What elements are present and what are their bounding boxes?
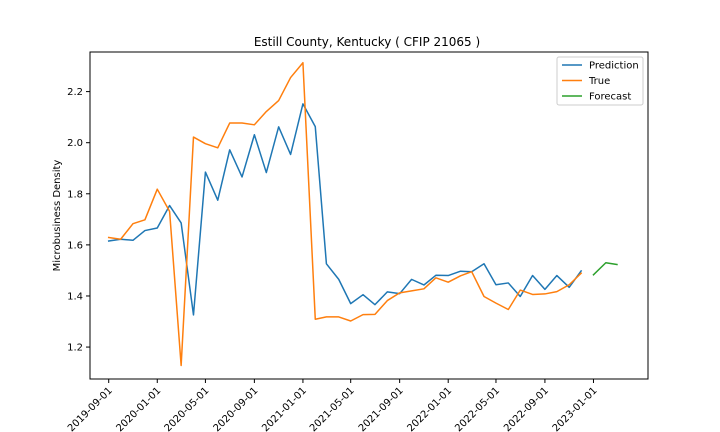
y-axis-label: Microbusiness Density — [52, 160, 63, 272]
x-tick-label: 2021-01-01 — [260, 385, 309, 432]
x-tick-label: 2022-01-01 — [405, 385, 454, 432]
x-tick-label: 2021-05-01 — [308, 385, 357, 432]
x-axis: 2019-09-01 2020-01-01 2020-05-01 2020-09-01… — [66, 379, 600, 432]
series-line-forecast — [592, 262, 618, 276]
plot-area-frame — [89, 51, 649, 380]
y-tick-label: 1.4 — [67, 291, 83, 302]
series-line-true — [107, 61, 583, 367]
x-tick-label: 2021-09-01 — [357, 385, 406, 432]
legend-label-prediction: Prediction — [589, 61, 639, 72]
x-tick-label: 2019-09-01 — [66, 385, 115, 432]
x-tick-label: 2022-05-01 — [453, 385, 502, 432]
y-tick-label: 2.0 — [67, 138, 83, 149]
y-axis: 1.2 1.4 1.6 1.8 2.0 2.2 — [67, 87, 90, 354]
x-tick-label: 2022-09-01 — [502, 385, 551, 432]
y-tick-label: 2.2 — [67, 87, 83, 98]
chart-title: Estill County, Kentucky ( CFIP 21065 ) — [254, 35, 480, 49]
x-tick-label: 2023-01-01 — [551, 385, 600, 432]
x-tick-label: 2020-09-01 — [212, 385, 261, 432]
legend-frame — [556, 56, 644, 106]
legend-label-forecast: Forecast — [589, 92, 631, 103]
legend: Prediction True Forecast — [556, 56, 644, 106]
x-tick-label: 2020-05-01 — [163, 385, 212, 432]
y-tick-label: 1.6 — [67, 240, 83, 251]
y-tick-label: 1.8 — [67, 189, 83, 200]
x-tick-label: 2020-01-01 — [115, 385, 164, 432]
y-tick-label: 1.2 — [67, 343, 83, 354]
legend-label-true: True — [588, 76, 610, 87]
series-line-prediction — [107, 103, 583, 316]
series-lines — [107, 61, 618, 367]
